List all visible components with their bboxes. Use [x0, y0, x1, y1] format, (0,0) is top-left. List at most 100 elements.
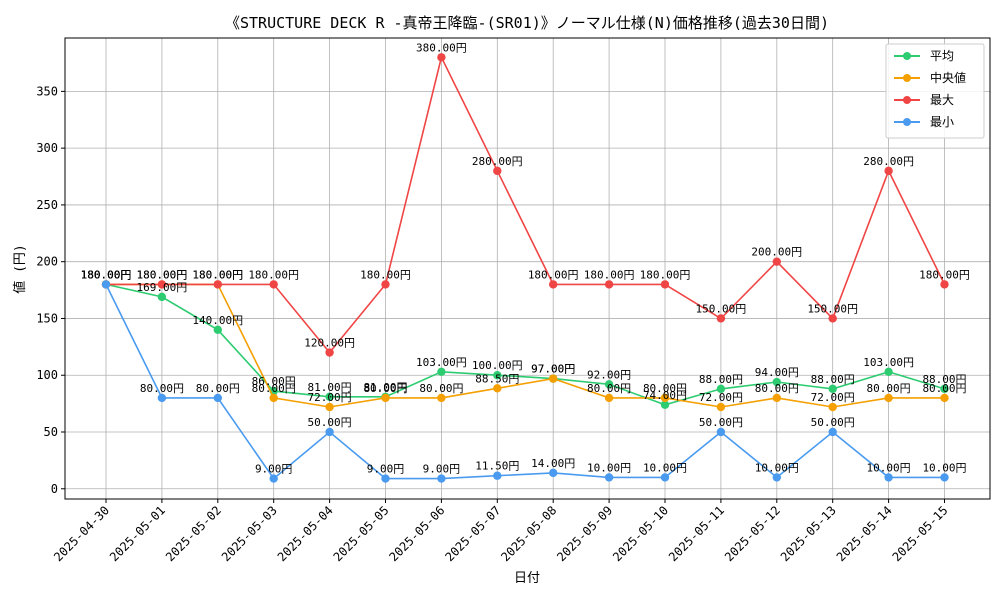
data-label: 180.00円	[137, 268, 188, 281]
x-tick-label: 2025-05-04	[275, 503, 336, 564]
x-tick-label: 2025-05-12	[722, 503, 783, 564]
x-tick-label: 2025-05-05	[331, 503, 392, 564]
data-label: 9.00円	[423, 463, 461, 476]
data-label: 88.00円	[922, 373, 966, 386]
data-label: 150.00円	[696, 302, 747, 315]
data-point	[884, 166, 893, 176]
data-label: 200.00円	[751, 246, 802, 259]
chart-title: 《STRUCTURE DECK R -真帝王降臨-(SR01)》ノーマル仕様(N…	[225, 14, 829, 32]
legend-box	[885, 43, 985, 139]
data-label: 72.00円	[699, 391, 743, 404]
data-point	[716, 427, 726, 437]
data-point	[828, 384, 837, 394]
legend-marker	[903, 52, 911, 60]
data-label: 80.00円	[252, 382, 296, 395]
x-tick-label: 2025-05-06	[387, 503, 448, 564]
data-label: 180.00円	[248, 268, 299, 281]
data-point	[716, 402, 726, 412]
data-label: 280.00円	[863, 155, 914, 168]
x-tick-label: 2025-05-11	[666, 503, 727, 564]
data-point	[493, 166, 502, 176]
grid	[65, 38, 990, 499]
data-label: 88.50円	[475, 372, 519, 385]
data-point	[772, 393, 781, 403]
data-label: 380.00円	[416, 41, 467, 54]
data-label: 74.00円	[643, 389, 687, 402]
data-point	[381, 280, 390, 289]
data-point	[660, 400, 670, 409]
data-label: 150.00円	[807, 302, 858, 315]
data-label: 180.00円	[81, 268, 132, 281]
x-tick-label: 2025-05-07	[442, 503, 503, 564]
data-point	[884, 367, 893, 377]
data-point	[604, 380, 614, 389]
data-label: 86.00円	[252, 375, 296, 388]
data-point	[269, 474, 278, 483]
data-point	[101, 280, 111, 289]
data-label: 169.00円	[137, 281, 188, 294]
data-label: 92.00円	[587, 368, 631, 381]
data-point	[940, 473, 949, 482]
data-label: 180.00円	[81, 268, 132, 281]
data-point	[437, 53, 446, 62]
data-label: 9.00円	[367, 463, 405, 476]
series-line-0	[105, 283, 945, 406]
x-tick-label: 2025-05-03	[219, 503, 280, 564]
data-label: 10.00円	[643, 461, 687, 474]
data-point	[660, 280, 670, 289]
data-point	[940, 393, 949, 403]
data-label: 100.00円	[472, 359, 523, 372]
data-point	[381, 474, 390, 483]
data-point	[381, 393, 390, 403]
data-label: 180.00円	[81, 268, 132, 281]
data-point	[772, 473, 781, 482]
x-tick-label: 2025-05-01	[107, 503, 168, 564]
data-point	[269, 280, 278, 289]
data-label: 80.00円	[755, 382, 799, 395]
x-tick-label: 2025-05-15	[890, 503, 951, 564]
y-tick-label: 50	[44, 425, 58, 439]
data-label: 180.00円	[919, 268, 970, 281]
data-label: 80.00円	[140, 382, 184, 395]
data-label: 88.00円	[699, 373, 743, 386]
data-label: 80.00円	[363, 382, 407, 395]
data-point	[437, 393, 446, 403]
data-point	[213, 280, 222, 289]
y-tick-label: 350	[36, 84, 58, 98]
data-label: 80.00円	[643, 382, 687, 395]
data-point	[157, 280, 167, 289]
data-point	[604, 393, 614, 403]
data-label: 50.00円	[308, 416, 352, 429]
data-point	[940, 280, 949, 289]
data-label: 180.00円	[584, 268, 635, 281]
data-label: 120.00円	[304, 337, 355, 350]
legend-marker	[903, 74, 911, 82]
data-label: 80.00円	[922, 382, 966, 395]
data-label: 80.00円	[419, 382, 463, 395]
data-point	[716, 384, 726, 394]
data-point	[213, 393, 222, 403]
data-point	[604, 473, 614, 482]
y-axis-title: 値 (円)	[12, 244, 28, 293]
data-label: 88.00円	[811, 373, 855, 386]
series-line-3	[105, 284, 945, 480]
data-label: 11.50円	[475, 460, 519, 473]
data-point	[884, 473, 893, 482]
series-line-2	[106, 54, 946, 354]
data-point	[325, 348, 334, 357]
data-point	[437, 367, 446, 377]
data-label: 10.00円	[867, 461, 911, 474]
x-tick-label: 2025-05-10	[610, 503, 671, 564]
data-label: 94.00円	[755, 366, 799, 379]
legend-label: 最大	[930, 93, 954, 107]
data-label: 180.00円	[192, 268, 243, 281]
data-label: 180.00円	[137, 268, 188, 281]
legend-label: 中央値	[930, 70, 966, 85]
data-label: 180.00円	[360, 268, 411, 281]
data-label: 9.00円	[255, 463, 293, 476]
x-tick-label: 2025-05-14	[834, 503, 895, 564]
y-tick-label: 100	[36, 368, 58, 382]
data-label: 103.00円	[416, 356, 467, 369]
data-label: 97.00円	[531, 363, 575, 376]
